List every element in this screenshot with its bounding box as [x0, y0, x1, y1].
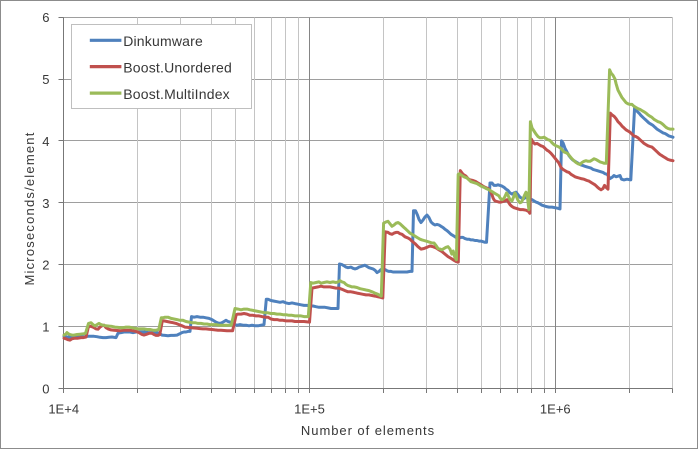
svg-text:4: 4: [42, 134, 49, 149]
svg-text:Dinkumware: Dinkumware: [123, 33, 203, 49]
svg-text:Number of elements: Number of elements: [301, 423, 435, 438]
svg-text:1E+5: 1E+5: [294, 402, 325, 417]
svg-text:0: 0: [42, 381, 49, 396]
svg-text:1E+4: 1E+4: [48, 402, 79, 417]
svg-text:Boost.MultiIndex: Boost.MultiIndex: [123, 86, 230, 102]
svg-text:Microseconds/element: Microseconds/element: [22, 131, 37, 285]
svg-text:2: 2: [42, 258, 49, 273]
svg-text:5: 5: [42, 72, 49, 87]
svg-text:1: 1: [42, 319, 49, 334]
svg-text:6: 6: [42, 10, 49, 25]
svg-text:Boost.Unordered: Boost.Unordered: [123, 60, 232, 76]
svg-text:1E+6: 1E+6: [540, 402, 571, 417]
svg-text:3: 3: [42, 196, 49, 211]
